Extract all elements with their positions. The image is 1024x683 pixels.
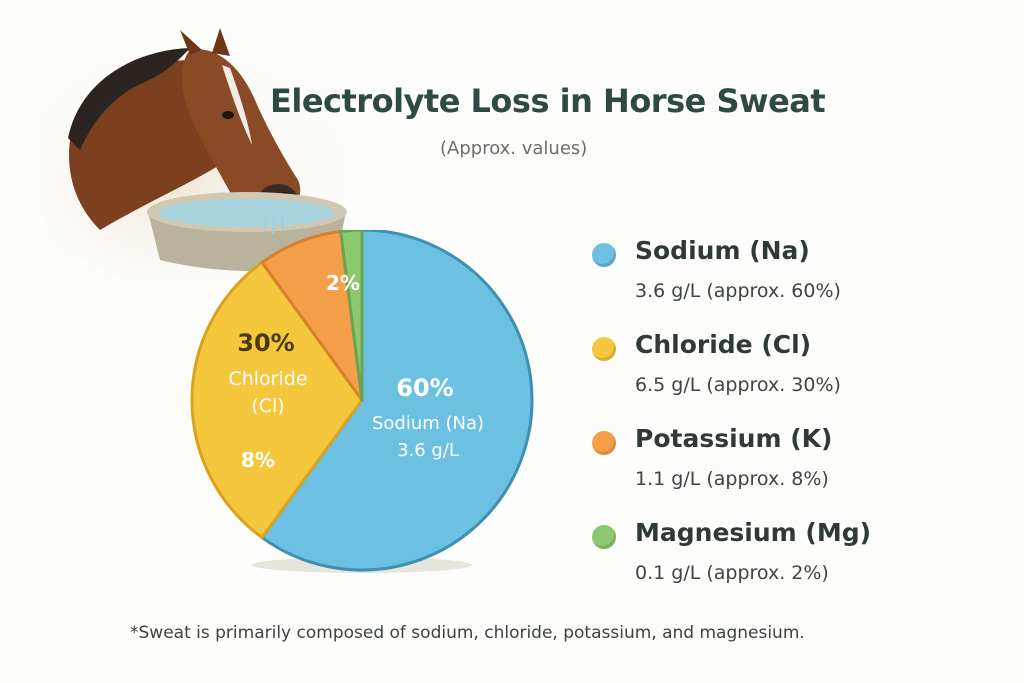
legend-item-sodium: Sodium (Na) 3.6 g/L (approx. 60%)	[592, 236, 1012, 330]
legend-name-potassium: Potassium (K)	[635, 424, 833, 453]
label-chloride-name-line2: (Cl)	[251, 395, 284, 417]
label-sodium-percent: 60%	[396, 374, 453, 402]
legend: Sodium (Na) 3.6 g/L (approx. 60%) Chlori…	[592, 236, 1012, 612]
pie-slice-chloride	[190, 260, 364, 540]
horse-ear-left	[180, 30, 202, 55]
legend-dot-potassium	[592, 431, 616, 455]
legend-dot-chloride	[592, 337, 616, 361]
pie-slice-magnesium	[339, 230, 364, 402]
legend-detail-potassium: 1.1 g/L (approx. 8%)	[635, 468, 829, 490]
label-sodium-amount: 3.6 g/L	[397, 440, 459, 461]
legend-name-chloride: Chloride (Cl)	[635, 330, 812, 359]
legend-item-magnesium: Magnesium (Mg) 0.1 g/L (approx. 2%)	[592, 518, 1012, 612]
pie-slice-sodium	[260, 230, 534, 572]
label-chloride-percent: 30%	[237, 329, 294, 357]
legend-name-sodium: Sodium (Na)	[635, 236, 810, 265]
horse-blaze	[222, 65, 252, 145]
horse-eye	[222, 111, 234, 119]
legend-dot-sodium	[592, 243, 616, 267]
legend-detail-chloride: 6.5 g/L (approx. 30%)	[635, 374, 841, 396]
chart-subtitle: (Approx. values)	[440, 138, 588, 159]
legend-dot-magnesium	[592, 525, 616, 549]
legend-detail-magnesium: 0.1 g/L (approx. 2%)	[635, 562, 829, 584]
horse-mane	[68, 48, 190, 150]
legend-item-chloride: Chloride (Cl) 6.5 g/L (approx. 30%)	[592, 330, 1012, 424]
slice-labels: 60% Sodium (Na) 3.6 g/L 30% Chloride (Cl…	[228, 271, 484, 472]
horse-ear-right	[212, 28, 230, 56]
water-drips	[263, 215, 284, 235]
pie-chart: 60% Sodium (Na) 3.6 g/L 30% Chloride (Cl…	[190, 230, 534, 573]
footnote: *Sweat is primarily composed of sodium, …	[130, 623, 805, 643]
trough-water	[159, 199, 335, 227]
legend-detail-sodium: 3.6 g/L (approx. 60%)	[635, 280, 841, 302]
chart-title: Electrolyte Loss in Horse Sweat	[270, 82, 826, 120]
legend-item-potassium: Potassium (K) 1.1 g/L (approx. 8%)	[592, 424, 1012, 518]
label-magnesium-percent: 2%	[326, 271, 360, 295]
label-sodium-name: Sodium (Na)	[372, 413, 484, 434]
legend-name-magnesium: Magnesium (Mg)	[635, 518, 872, 547]
label-potassium-percent: 8%	[241, 448, 275, 472]
label-chloride-name-line1: Chloride	[228, 368, 307, 390]
horse-head	[181, 49, 301, 219]
